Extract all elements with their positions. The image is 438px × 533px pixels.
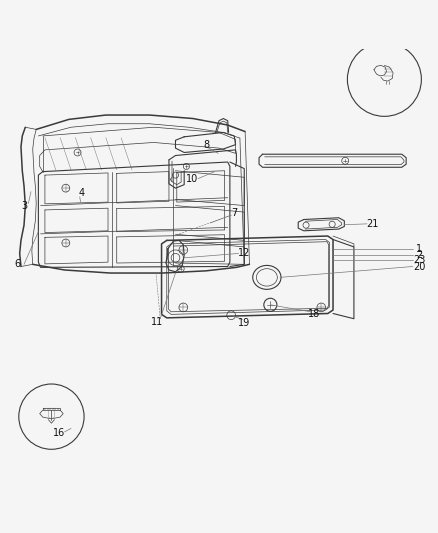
Circle shape — [19, 384, 84, 449]
Text: 16: 16 — [53, 428, 65, 438]
Text: 4: 4 — [79, 188, 85, 198]
Text: 19: 19 — [238, 318, 251, 328]
Text: 23: 23 — [413, 255, 425, 265]
Text: 10: 10 — [186, 174, 198, 184]
Text: 8: 8 — [204, 140, 210, 150]
Text: 18: 18 — [308, 309, 320, 319]
Text: 11: 11 — [151, 317, 163, 327]
Text: 21: 21 — [366, 219, 378, 229]
Text: 12: 12 — [238, 248, 251, 259]
Text: 1: 1 — [416, 244, 422, 254]
Text: 6: 6 — [15, 260, 21, 269]
Text: 2: 2 — [416, 250, 422, 260]
Circle shape — [347, 42, 421, 116]
Text: 3: 3 — [21, 200, 27, 211]
Text: 7: 7 — [231, 208, 237, 219]
Text: 20: 20 — [413, 262, 425, 271]
